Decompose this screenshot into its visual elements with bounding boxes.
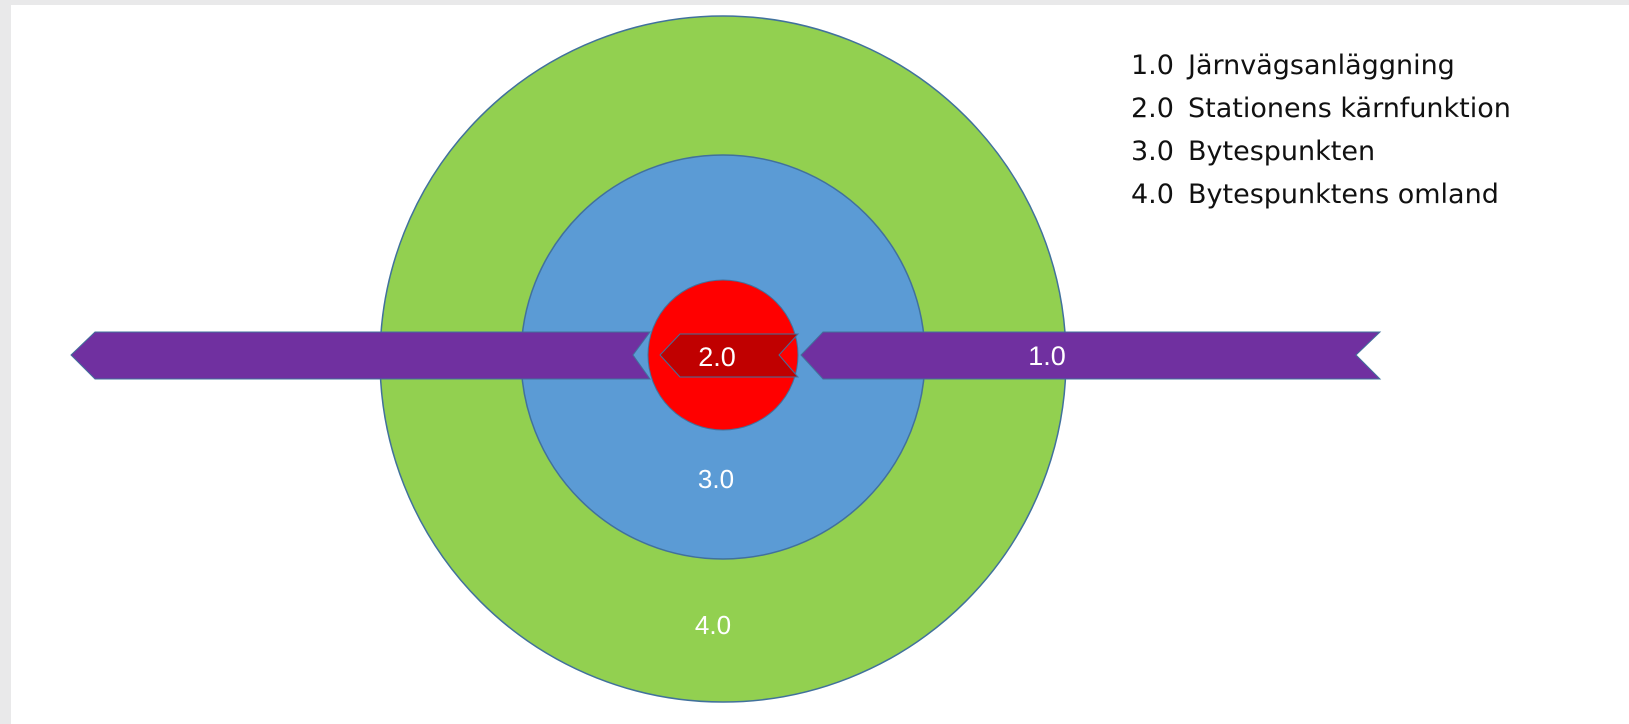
railway-band-left [70, 331, 651, 380]
legend-text: Bytespunktens omland [1188, 179, 1499, 210]
zone-4-label: 4.0 [695, 610, 731, 640]
legend-code: 2.0 [1131, 93, 1174, 124]
zone-1-label: 1.0 [1028, 341, 1066, 371]
legend: 1.0 Järnvägsanläggning 2.0 Stationens kärn… [1131, 44, 1511, 216]
core-station-band [659, 333, 800, 378]
legend-item-4: 4.0 Bytespunktens omland [1131, 173, 1511, 216]
legend-code: 1.0 [1131, 50, 1174, 81]
zone-3-label: 3.0 [698, 464, 734, 494]
legend-text: Stationens kärnfunktion [1188, 93, 1511, 124]
zone-2-label: 2.0 [698, 342, 736, 372]
legend-text: Bytespunkten [1188, 136, 1376, 167]
legend-item-1: 1.0 Järnvägsanläggning [1131, 44, 1511, 87]
legend-item-2: 2.0 Stationens kärnfunktion [1131, 87, 1511, 130]
legend-item-3: 3.0 Bytespunkten [1131, 130, 1511, 173]
legend-text: Järnvägsanläggning [1188, 50, 1455, 81]
railway-band-right [800, 331, 1382, 380]
legend-code: 3.0 [1131, 136, 1174, 167]
legend-code: 4.0 [1131, 179, 1174, 210]
